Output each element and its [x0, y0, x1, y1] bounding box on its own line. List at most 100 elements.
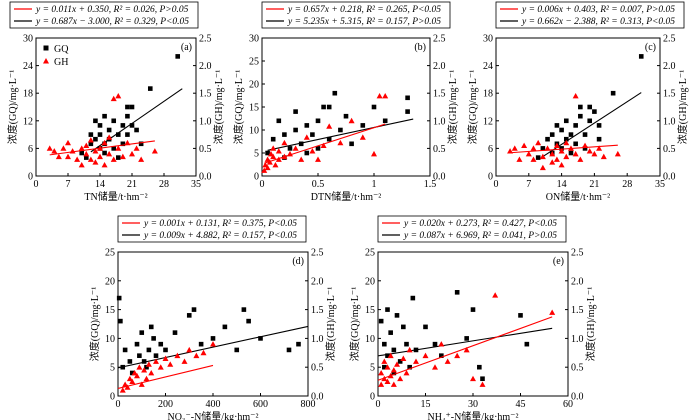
- y-left-tick-label: 0: [488, 172, 493, 183]
- chart-panel-b: y = 0.657x + 0.218, R² = 0.265, P<0.05 y …: [232, 1, 459, 203]
- y-right-axis-label: 浓度(GH)/mg·L⁻¹: [212, 70, 225, 144]
- y-left-tick-label: 0: [110, 392, 115, 403]
- data-point-gh: [438, 341, 445, 347]
- data-point-gh: [359, 134, 366, 140]
- data-point-gh: [553, 156, 560, 162]
- fit-line-gh: [117, 364, 214, 389]
- data-point-gh: [141, 367, 148, 373]
- data-point-gh: [553, 142, 560, 149]
- y-left-tick-label: 5: [110, 363, 115, 374]
- data-point-gh: [544, 145, 551, 151]
- x-tick-label: 45: [516, 399, 526, 410]
- data-point-gh: [65, 153, 71, 160]
- y-right-tick-label: 1.5: [433, 89, 446, 100]
- data-point-gh: [261, 167, 268, 173]
- data-point-gq: [120, 141, 126, 147]
- data-point-gq: [343, 113, 349, 119]
- data-point-gh: [479, 381, 486, 387]
- data-point-gq: [276, 118, 282, 124]
- data-point-gh: [444, 358, 451, 364]
- data-point-gq: [423, 324, 428, 330]
- data-point-gh: [390, 367, 397, 373]
- y-left-axis-label: 浓度(GQ)/mg·L⁻¹: [466, 70, 479, 144]
- data-point-gq: [198, 341, 204, 347]
- data-point-gq: [304, 123, 310, 128]
- data-point-gq: [549, 132, 555, 137]
- data-point-gh: [525, 150, 532, 157]
- data-point-gq: [241, 307, 247, 312]
- data-point-gh: [381, 358, 388, 364]
- regression-equation: y = 0.087x + 6.969, R² = 0.041, P>0.05: [403, 231, 557, 241]
- data-point-gh: [275, 156, 282, 162]
- data-point-gh: [281, 153, 288, 160]
- data-point-gh: [378, 381, 385, 387]
- data-point-gh: [157, 364, 164, 370]
- y-right-tick-label: 2.5: [199, 34, 212, 45]
- y-right-tick-label: 0.5: [311, 363, 324, 374]
- data-point-gq: [391, 347, 397, 353]
- data-point-gq: [163, 347, 168, 353]
- data-point-gq: [582, 146, 588, 151]
- data-point-gh: [106, 134, 113, 140]
- data-point-gq: [153, 353, 159, 358]
- data-point-gh: [87, 156, 94, 162]
- data-point-gh: [69, 148, 76, 154]
- y-right-tick-label: 2.5: [433, 34, 446, 45]
- data-point-gh: [549, 309, 556, 315]
- y-left-tick-label: 12: [483, 116, 493, 127]
- data-point-gq: [378, 318, 384, 324]
- data-point-gh: [292, 145, 299, 151]
- data-point-gq: [125, 132, 130, 137]
- data-point-gh: [558, 161, 565, 168]
- y-right-tick-label: 1.5: [311, 305, 324, 316]
- x-tick-label: 35: [191, 179, 201, 190]
- data-point-gh: [582, 142, 589, 149]
- data-point-gq: [158, 341, 164, 347]
- data-point-gh: [521, 142, 528, 149]
- data-point-gq: [139, 330, 145, 335]
- y-right-tick-label: 2.0: [663, 61, 676, 72]
- chart-panel-c: y = 0.006x + 0.403, R² = 0.007, P>0.05 y …: [466, 1, 689, 203]
- panel-label: (d): [292, 256, 304, 267]
- x-tick-label: 1: [372, 179, 377, 190]
- y-left-tick-label: 25: [249, 57, 259, 68]
- regression-equation: y = 0.011x + 0.350, R² = 0.026, P>0.05: [35, 5, 189, 15]
- data-point-gq: [315, 146, 321, 151]
- data-point-gh: [387, 372, 394, 379]
- data-point-gh: [371, 150, 377, 157]
- x-tick-label: 60: [563, 399, 573, 410]
- data-point-gh: [596, 145, 603, 151]
- data-point-gh: [549, 150, 556, 157]
- data-point-gh: [78, 161, 85, 168]
- data-point-gq: [454, 290, 460, 295]
- data-point-gh: [563, 139, 570, 146]
- data-point-gh: [272, 161, 279, 168]
- data-point-gq: [540, 146, 546, 151]
- data-point-gh: [92, 148, 99, 154]
- data-point-gq: [282, 132, 287, 137]
- data-point-gq: [141, 359, 147, 364]
- data-point-gq: [234, 347, 240, 353]
- data-point-gq: [191, 307, 197, 312]
- legend-label-gh: GH: [54, 57, 68, 68]
- y-left-tick-label: 20: [249, 80, 259, 91]
- data-point-gq: [93, 118, 98, 124]
- regression-equation: y = 0.006x + 0.403, R² = 0.007, P>0.05: [521, 5, 675, 15]
- y-right-axis-label: 浓度(GH)/mg·L⁻¹: [676, 70, 689, 144]
- data-point-gq: [93, 136, 98, 142]
- data-point-gh: [87, 137, 94, 143]
- x-tick-label: 0: [494, 179, 499, 190]
- data-point-gq: [388, 330, 393, 335]
- y-right-tick-label: 2.0: [571, 276, 584, 287]
- data-point-gh: [567, 145, 574, 151]
- data-point-gq: [470, 307, 476, 312]
- data-point-gh: [563, 153, 570, 160]
- data-point-gq: [120, 364, 126, 370]
- y-right-tick-label: 0.0: [433, 172, 446, 183]
- equation-legend-frame: [377, 215, 567, 243]
- y-left-tick-label: 30: [249, 34, 259, 45]
- data-point-gq: [129, 104, 135, 110]
- x-tick-label: 21: [589, 179, 599, 190]
- data-point-gq: [172, 330, 178, 335]
- data-point-gq: [610, 90, 616, 96]
